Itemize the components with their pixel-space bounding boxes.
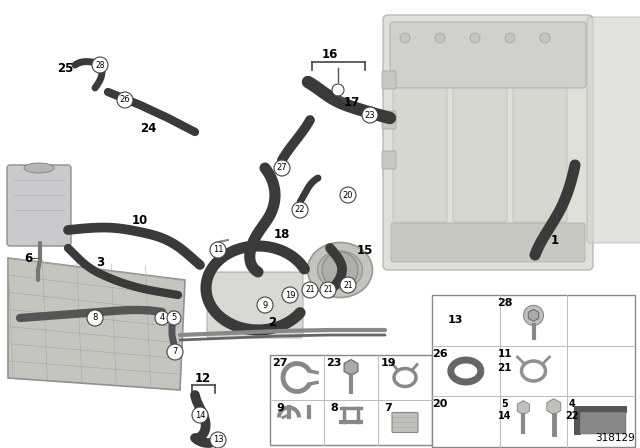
Text: 21: 21 <box>343 280 353 289</box>
Ellipse shape <box>307 242 372 297</box>
Polygon shape <box>8 258 185 390</box>
Circle shape <box>320 282 336 298</box>
Text: 8: 8 <box>330 403 338 413</box>
Polygon shape <box>580 413 626 435</box>
Text: 26: 26 <box>432 349 448 359</box>
Circle shape <box>274 160 290 176</box>
Circle shape <box>192 407 208 423</box>
Text: 27: 27 <box>272 358 288 368</box>
Text: 7: 7 <box>384 403 392 413</box>
FancyBboxPatch shape <box>382 111 396 129</box>
Text: 23: 23 <box>326 358 342 368</box>
Polygon shape <box>517 401 529 415</box>
Circle shape <box>332 84 344 96</box>
Circle shape <box>92 57 108 73</box>
FancyBboxPatch shape <box>391 223 585 262</box>
Text: 17: 17 <box>344 95 360 108</box>
Text: 27: 27 <box>276 164 287 172</box>
Text: 21: 21 <box>305 285 315 294</box>
Circle shape <box>210 432 226 448</box>
Circle shape <box>167 311 181 325</box>
FancyBboxPatch shape <box>383 15 593 270</box>
Circle shape <box>505 33 515 43</box>
Text: 13: 13 <box>212 435 223 444</box>
FancyBboxPatch shape <box>382 71 396 89</box>
Text: 28: 28 <box>497 298 513 308</box>
Text: 1: 1 <box>551 233 559 246</box>
Polygon shape <box>547 399 561 415</box>
Text: 16: 16 <box>322 48 338 61</box>
Text: 20: 20 <box>432 399 448 409</box>
FancyBboxPatch shape <box>393 88 447 222</box>
Text: 14: 14 <box>498 411 511 421</box>
FancyBboxPatch shape <box>7 165 71 246</box>
FancyBboxPatch shape <box>587 17 640 243</box>
Circle shape <box>292 202 308 218</box>
Ellipse shape <box>317 251 362 289</box>
Text: 24: 24 <box>140 121 156 134</box>
Text: 15: 15 <box>357 244 373 257</box>
Text: 22: 22 <box>295 206 305 215</box>
Circle shape <box>340 277 356 293</box>
Circle shape <box>167 344 183 360</box>
Circle shape <box>524 306 543 325</box>
Ellipse shape <box>24 163 54 173</box>
Text: 26: 26 <box>120 95 131 104</box>
Bar <box>432 295 635 447</box>
FancyBboxPatch shape <box>513 88 567 222</box>
Text: 3: 3 <box>96 255 104 268</box>
Text: 13: 13 <box>448 315 463 325</box>
Circle shape <box>470 33 480 43</box>
FancyBboxPatch shape <box>207 272 303 338</box>
Circle shape <box>155 311 169 325</box>
Text: 28: 28 <box>95 60 105 69</box>
Circle shape <box>540 33 550 43</box>
Circle shape <box>210 242 226 258</box>
Bar <box>270 355 432 445</box>
Circle shape <box>340 187 356 203</box>
Text: 21: 21 <box>323 285 333 294</box>
Text: 12: 12 <box>195 371 211 384</box>
Text: 6: 6 <box>24 251 32 264</box>
Text: 19: 19 <box>285 290 295 300</box>
Text: 11: 11 <box>497 349 512 359</box>
Text: 4: 4 <box>569 399 576 409</box>
Polygon shape <box>528 309 539 321</box>
Text: 5: 5 <box>172 314 177 323</box>
Text: 18: 18 <box>274 228 290 241</box>
Text: 20: 20 <box>343 190 353 199</box>
FancyBboxPatch shape <box>453 88 507 222</box>
Text: 9: 9 <box>276 403 284 413</box>
Circle shape <box>362 107 378 123</box>
Text: 25: 25 <box>57 61 73 74</box>
Text: 22: 22 <box>566 411 579 421</box>
Text: 19: 19 <box>380 358 396 368</box>
Text: 4: 4 <box>159 314 164 323</box>
Circle shape <box>282 287 298 303</box>
Polygon shape <box>574 406 626 435</box>
Text: 21: 21 <box>497 363 512 373</box>
Circle shape <box>400 33 410 43</box>
Circle shape <box>257 297 273 313</box>
Circle shape <box>302 282 318 298</box>
Text: 8: 8 <box>92 314 98 323</box>
Text: 9: 9 <box>262 301 268 310</box>
FancyBboxPatch shape <box>392 413 418 432</box>
Text: 2: 2 <box>268 315 276 328</box>
Text: 5: 5 <box>501 399 508 409</box>
Text: 11: 11 <box>212 246 223 254</box>
Text: 7: 7 <box>172 348 178 357</box>
Circle shape <box>435 33 445 43</box>
Circle shape <box>87 310 103 326</box>
Text: 318129: 318129 <box>595 433 635 443</box>
Text: 10: 10 <box>132 214 148 227</box>
Polygon shape <box>344 359 358 375</box>
Circle shape <box>117 92 133 108</box>
Text: 14: 14 <box>195 410 205 419</box>
Circle shape <box>322 252 358 288</box>
Text: 23: 23 <box>365 111 375 120</box>
FancyBboxPatch shape <box>382 151 396 169</box>
FancyBboxPatch shape <box>390 22 586 88</box>
